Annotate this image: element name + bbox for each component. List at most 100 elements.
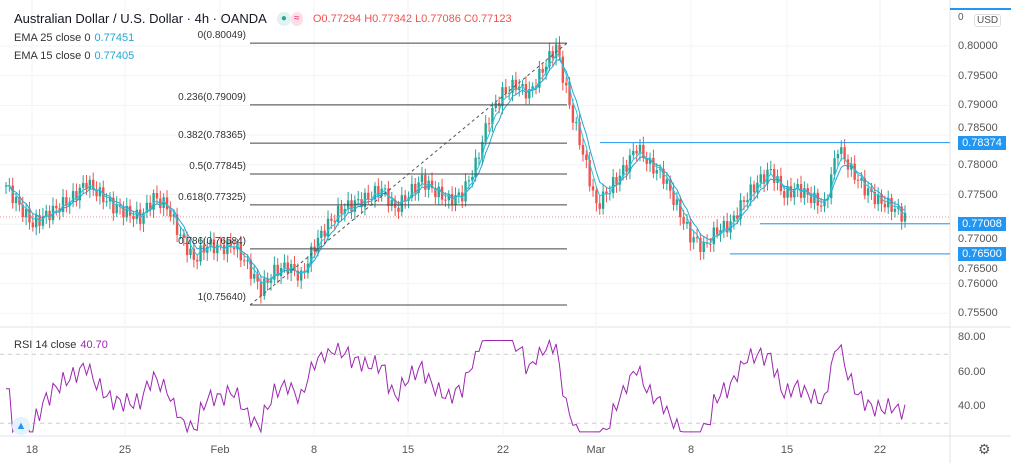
settings-gear-icon[interactable]: ⚙	[978, 441, 991, 457]
candle-body	[95, 189, 98, 197]
ema-line	[5, 58, 906, 280]
candle-body	[672, 190, 675, 205]
candle-body	[256, 273, 259, 282]
data-delay-icon[interactable]: ≈	[290, 11, 303, 26]
horizontal-level-label: 0.77008	[958, 216, 1006, 231]
date-tick-label: 8	[310, 444, 318, 456]
candle-body	[350, 200, 353, 212]
candle-body	[732, 215, 736, 222]
ema15-value: 0.77405	[94, 50, 135, 62]
candle-body	[598, 203, 601, 209]
candle-body	[715, 227, 719, 235]
candle-body	[487, 123, 491, 125]
candle-body	[340, 205, 343, 214]
date-tick-label: Feb	[210, 444, 230, 456]
date-tick-label: Mar	[586, 444, 606, 456]
fib-level-label: 0(0.80049)	[197, 30, 246, 42]
candle-body	[273, 264, 276, 280]
candle-body	[813, 192, 816, 204]
date-tick-label: 22	[873, 444, 887, 456]
candle-body	[437, 186, 440, 198]
candle-body	[793, 189, 796, 198]
candle-body	[75, 191, 78, 201]
candle-body	[58, 208, 61, 212]
candle-body	[876, 194, 880, 205]
candle-body	[323, 230, 326, 237]
candle-body	[846, 159, 850, 170]
candle-body	[430, 180, 434, 189]
candle-body	[212, 239, 216, 254]
candle-body	[122, 206, 125, 218]
candle-body	[783, 191, 786, 198]
horizontal-level-label: 0.78374	[958, 135, 1006, 150]
candle-body	[833, 158, 836, 175]
candle-body	[538, 68, 541, 88]
candle-body	[196, 259, 199, 262]
rsi-legend[interactable]: RSI 14 close 40.70	[14, 339, 108, 351]
candle-body	[591, 186, 595, 191]
candle-body	[675, 199, 679, 205]
candle-body	[611, 176, 615, 194]
candle-body	[870, 188, 873, 192]
candle-body	[481, 141, 484, 158]
candle-body	[92, 179, 95, 190]
candle-body	[266, 278, 269, 283]
candle-body	[4, 185, 8, 187]
candle-body	[199, 245, 202, 262]
date-tick-label: 15	[780, 444, 794, 456]
candle-body	[326, 218, 330, 237]
candle-body	[410, 183, 414, 198]
ema25-legend[interactable]: EMA 25 close 0 0.77451	[14, 32, 134, 44]
candle-body	[575, 122, 578, 124]
candle-body	[165, 197, 169, 210]
candle-body	[377, 185, 380, 197]
candle-body	[333, 220, 336, 222]
candle-body	[226, 240, 229, 255]
candle-body	[383, 188, 387, 190]
fib-level-label: 0.382(0.78365)	[178, 130, 246, 142]
candle-body	[739, 200, 742, 220]
date-tick-label: 18	[25, 444, 39, 456]
candle-body	[310, 246, 313, 264]
date-tick-label: 25	[118, 444, 132, 456]
candle-body	[263, 278, 266, 296]
candle-body	[45, 210, 48, 217]
ema15-legend[interactable]: EMA 15 close 0 0.77405	[14, 50, 134, 62]
candle-body	[843, 147, 846, 160]
candle-body	[175, 214, 179, 235]
chart-header: Australian Dollar / U.S. Dollar · 4h · O…	[14, 11, 512, 26]
candle-body	[192, 248, 196, 260]
candle-body	[105, 201, 108, 203]
candle-body	[403, 195, 407, 201]
candle-body	[14, 197, 18, 204]
price-tick-label: 0.78000	[958, 158, 998, 171]
candle-body	[98, 187, 102, 197]
candle-body	[652, 157, 655, 174]
candle-body	[55, 205, 58, 209]
candle-body	[571, 105, 575, 123]
candle-body	[558, 44, 561, 57]
horizontal-level-label: 0.76500	[958, 246, 1006, 261]
candle-body	[685, 222, 689, 224]
candle-body	[655, 170, 658, 174]
candle-body	[578, 122, 581, 146]
candle-body	[749, 184, 752, 201]
candle-body	[662, 168, 665, 184]
candle-body	[48, 210, 51, 221]
candle-body	[242, 260, 246, 262]
candle-body	[474, 157, 477, 178]
candle-body	[819, 205, 823, 207]
currency-button[interactable]: USD	[974, 14, 1002, 27]
candle-body	[692, 237, 695, 243]
fib-level-label: 1(0.75640)	[197, 291, 246, 303]
price-tick-label: 0.78500	[958, 121, 998, 134]
candle-body	[219, 244, 222, 246]
candle-body	[149, 202, 152, 210]
candle-body	[823, 199, 826, 207]
candle-body	[585, 154, 588, 160]
candle-body	[115, 204, 118, 214]
candle-body	[189, 248, 192, 256]
candle-body	[618, 175, 622, 185]
rsi-value: 40.70	[80, 339, 108, 351]
